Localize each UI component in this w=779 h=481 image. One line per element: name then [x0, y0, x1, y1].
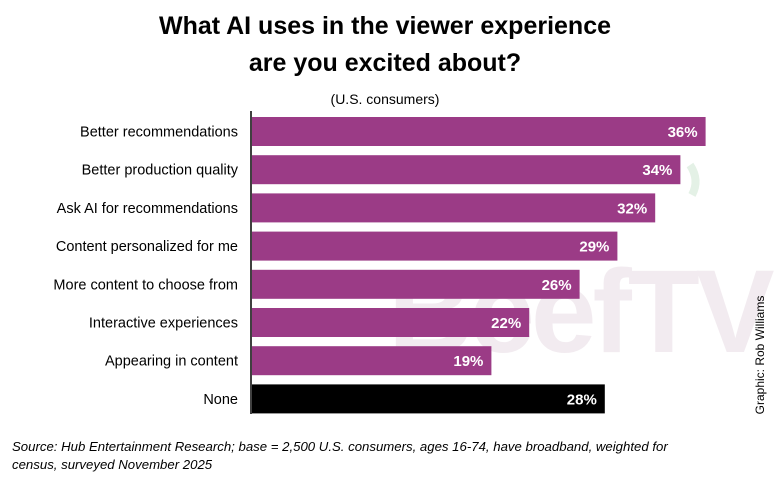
- value-label: 29%: [579, 239, 609, 256]
- graphic-credit: Graphic: Rob Williams: [753, 296, 767, 415]
- watermark-leaf: [686, 162, 700, 197]
- value-label: 19%: [453, 353, 483, 370]
- chart-title-line-2: are you excited about?: [249, 49, 521, 77]
- category-label: Better production quality: [82, 163, 239, 179]
- value-labels-group: 36% 34% 32% 29% 26% 22% 19% 28%: [453, 124, 697, 408]
- value-label: 26%: [542, 277, 572, 294]
- category-label: Appearing in content: [105, 354, 238, 370]
- source-note-line-1: Source: Hub Entertainment Research; base…: [12, 439, 668, 454]
- category-label: More content to choose from: [53, 277, 238, 293]
- bar-ask-ai-for-recommendations: [252, 193, 656, 223]
- value-label: 36%: [668, 124, 698, 141]
- category-label: Ask AI for recommendations: [57, 201, 238, 217]
- category-label: Interactive experiences: [89, 316, 238, 332]
- bar-better-production-quality: [252, 155, 681, 185]
- bar-more-content-to-choose-from: [252, 269, 580, 299]
- bars-group: [252, 117, 706, 414]
- source-note-line-2: census, surveyed November 2025: [12, 457, 213, 472]
- category-label: Content personalized for me: [56, 239, 238, 255]
- chart-subtitle: (U.S. consumers): [331, 91, 440, 107]
- value-label: 22%: [491, 315, 521, 332]
- bar-interactive-experiences: [252, 308, 530, 337]
- category-labels-group: Better recommendations Better production …: [53, 125, 238, 408]
- value-label: 32%: [617, 200, 647, 217]
- bar-appearing-in-content: [252, 346, 492, 376]
- value-label: 28%: [567, 391, 597, 408]
- bar-content-personalized-for-me: [252, 231, 618, 261]
- category-label: Better recommendations: [80, 125, 238, 141]
- bar-none: [252, 384, 605, 414]
- chart-title-line-1: What AI uses in the viewer experience: [159, 12, 611, 40]
- value-label: 34%: [642, 162, 672, 179]
- category-label: None: [203, 392, 238, 408]
- bar-better-recommendations: [252, 117, 706, 146]
